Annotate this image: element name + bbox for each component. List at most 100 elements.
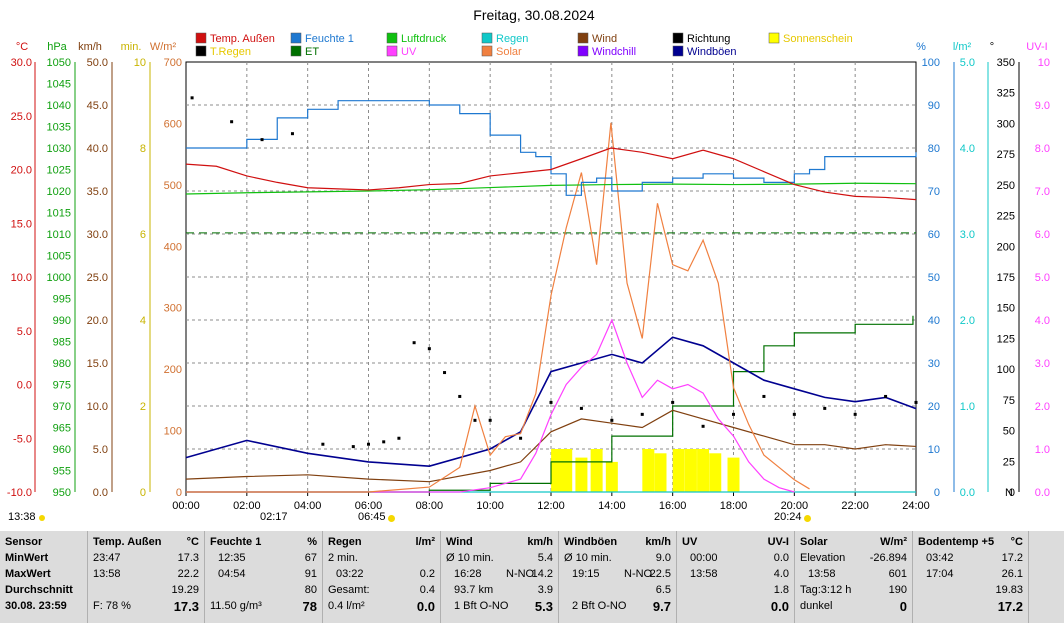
wind-axis-tick: 25.0 [87,272,108,284]
direction-point [427,347,431,351]
sunshine-axis-tick: 4 [140,315,146,327]
direction-point [610,418,614,422]
uv-r1-value: 0.0 [773,552,789,564]
pressure-axis-tick: 1025 [47,165,71,177]
x-tick-label: 20:00 [781,500,809,512]
direction-point [412,341,416,345]
rain-r2-value: 0.2 [419,568,435,580]
pressure-axis-tick: 1040 [47,100,71,112]
pressure-axis-tick: 1035 [47,122,71,134]
humidity-now-value: 78 [302,599,317,614]
rain-axis-tick: 5.0 [960,57,975,69]
panel-gust-title: Windböen [564,536,618,548]
humidity-min-value: 67 [304,552,317,564]
uv-axis-tick: 9.0 [1035,100,1050,112]
rain-axis-tick: 2.0 [960,315,975,327]
pressure-axis-tick: 970 [53,401,71,413]
pressure-axis-tick: 1050 [47,57,71,69]
panel-sensor: Sensor MinWert MaxWert Durchschnitt 30.0… [0,531,87,623]
legend-label: Wind [592,33,617,45]
direction-axis-tick: 0 [1009,487,1015,499]
solar-r1-label: Elevation [800,552,846,564]
temp-axis-unit: °C [16,41,28,53]
solar-r2-value: 601 [888,568,907,580]
x-tick-label: 10:00 [476,500,504,512]
legend-label: Temp. Außen [210,33,275,45]
plot-area [185,96,918,493]
grid [185,61,917,493]
sunshine-bar [654,453,667,492]
temp-min-time: 23:47 [93,552,121,564]
pressure-axis-tick: 950 [53,487,71,499]
x-tick-label: 14:00 [598,500,626,512]
panel-rain-title: Regen [328,536,362,548]
direction-axis-tick: 25 [1003,456,1015,468]
direction-axis-unit: ° [990,41,994,53]
rain-r2-label: 03:22 [336,568,364,580]
temp-axis-tick: 5.0 [17,326,32,338]
gust-r3-value: 6.5 [655,584,671,596]
wind-axis-tick: 40.0 [87,143,108,155]
rain-axis-unit: l/m² [953,41,972,53]
legend-swatch [768,32,780,44]
direction-point [519,436,523,440]
temp-axis-tick: 30.0 [11,57,32,69]
wind-r2-label: 16:28 [454,568,482,580]
panel-filler [1028,531,1064,623]
direction-axis-tick: 175 [997,272,1015,284]
direction-point [792,412,796,416]
panel-rain: Regen l/m² 2 min. 03:22 0.2 Gesamt: 0.4 0.4… [322,531,440,623]
direction-point [549,400,553,404]
solar-axis-tick: 700 [164,57,182,69]
direction-axis-tick: 300 [997,118,1015,130]
direction-point [458,394,462,398]
humidity-axis-tick: 80 [928,143,940,155]
uv-r4-value: 0.0 [770,599,789,614]
rain-r4-value: 0.0 [416,599,435,614]
pressure-axis-tick: 1020 [47,186,71,198]
temp-axis-tick: 15.0 [11,218,32,230]
sunshine-axis-unit: min. [121,41,142,53]
x-tick-label: 06:00 [355,500,383,512]
pressure-axis-unit: hPa [47,41,67,53]
wind-axis-tick: 15.0 [87,358,108,370]
row-label-max: MaxWert [5,568,51,580]
pressure-axis-tick: 975 [53,380,71,392]
sunshine-bar [642,449,655,492]
direction-point [382,440,386,444]
legend-swatch [481,32,493,44]
gust-r4-value: 9.7 [652,599,671,614]
humidity-axis-tick: 30 [928,358,940,370]
chart-title: Freitag, 30.08.2024 [473,7,595,23]
humidity-now-note: 11.50 g/m³ [210,600,262,612]
temp-max-time: 13:58 [93,568,121,580]
panel-wind: Wind km/h Ø 10 min. 5.4 16:28 N-NO 14.2 93.7… [440,531,558,623]
row-label-avg: Durchschnitt [5,584,73,596]
solar-axis-tick: 500 [164,180,182,192]
direction-axis-tick: 250 [997,180,1015,192]
pressure-axis-tick: 955 [53,466,71,478]
uv-axis-tick: 0.0 [1035,487,1050,499]
direction-axis-tick: 350 [997,57,1015,69]
panel-temp-unit: °C [186,536,199,548]
pressure-axis-tick: 1045 [47,79,71,91]
legend-label: T.Regen [210,46,251,58]
legend-label: Richtung [687,33,730,45]
uv-axis-tick: 7.0 [1035,186,1050,198]
panel-humidity-unit: % [307,536,317,548]
direction-axis-tick: 125 [997,333,1015,345]
legend-swatch [290,45,302,57]
direction-point [397,436,401,440]
uv-r2-value: 4.0 [773,568,789,580]
wind-axis-tick: 10.0 [87,401,108,413]
wind-r2-extra: N-NO [506,568,535,580]
gust-r2-extra: N-NO [624,568,653,580]
wind-axis-tick: 50.0 [87,57,108,69]
gust-r1-value: 9.0 [655,552,671,564]
x-tick-label: 12:00 [537,500,565,512]
legend-swatch [672,32,684,44]
x-tick-label: 18:00 [720,500,748,512]
panel-soil-title: Bodentemp +5 [918,536,995,548]
solar-r3-label: Tag:3:12 h [800,584,852,596]
pressure-axis-tick: 980 [53,358,71,370]
